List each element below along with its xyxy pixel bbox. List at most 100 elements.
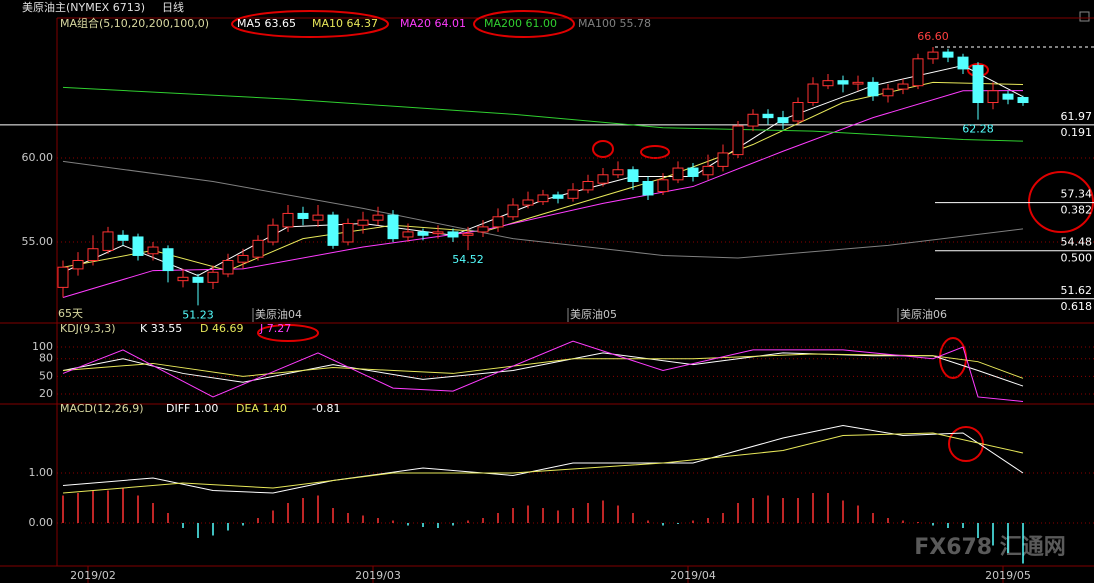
watermark: FX678 汇通网 <box>914 535 1066 560</box>
candle-body <box>282 212 294 228</box>
candle-body <box>372 214 384 221</box>
candle-body <box>717 152 729 167</box>
macd-value: -0.81 <box>312 402 340 415</box>
legend-title: KDJ(9,3,3) <box>60 322 116 335</box>
highlight <box>1028 171 1094 233</box>
candle-body <box>522 199 534 206</box>
candle-body <box>582 181 594 191</box>
price-annotation: 51.23 <box>182 308 214 321</box>
indicator-line <box>62 340 1024 402</box>
fib-ratio: 0.618 <box>1061 300 1093 313</box>
candle-body <box>417 231 429 236</box>
price-annotation: 54.52 <box>452 253 484 266</box>
candle-body <box>447 231 459 238</box>
indicator-line <box>62 81 1024 272</box>
candle-body <box>507 204 519 218</box>
candle-body <box>972 65 984 104</box>
indicator-line <box>62 352 1024 387</box>
candle-body <box>762 113 774 119</box>
candle-body <box>942 51 954 58</box>
y-tick-label: 60.00 <box>22 151 54 164</box>
candle-body <box>912 58 924 87</box>
candle-body <box>852 81 864 85</box>
candle-body <box>597 174 609 184</box>
y-tick-label: 80 <box>39 352 53 365</box>
y-tick-label: 1.00 <box>29 466 54 479</box>
y-tick-label: 100 <box>32 340 53 353</box>
candle-body <box>312 214 324 221</box>
price-annotation: 62.28 <box>962 123 994 136</box>
indicator-line <box>62 353 1024 379</box>
candle-body <box>102 231 114 251</box>
date-label: 2019/02 <box>70 569 116 582</box>
indicator-line <box>62 86 1024 142</box>
candle-body <box>867 81 879 97</box>
candle-body <box>237 254 249 263</box>
candle-body <box>822 80 834 87</box>
candle-body <box>57 266 69 288</box>
candle-body <box>897 83 909 90</box>
period: 日线 <box>162 0 184 14</box>
fib-ratio: 0.191 <box>1061 126 1093 139</box>
indicator-line <box>62 432 1024 494</box>
price-annotation: 66.60 <box>917 30 949 43</box>
fib-ratio: 0.382 <box>1061 204 1093 217</box>
legend-entry: DEA 1.40 <box>236 402 287 415</box>
candle-body <box>297 212 309 219</box>
candle-body <box>567 189 579 199</box>
legend-entry: K 33.55 <box>140 322 182 335</box>
candle-body <box>537 194 549 203</box>
fib-price: 54.48 <box>1061 236 1093 249</box>
legend-title: MACD(12,26,9) <box>60 402 144 415</box>
instrument-title: 美原油主(NYMEX 6713) <box>22 0 145 14</box>
fib-price: 61.97 <box>1061 110 1093 123</box>
candle-body <box>642 181 654 196</box>
fib-price: 57.34 <box>1061 188 1093 201</box>
candle-body <box>882 88 894 97</box>
indicator-line <box>62 160 1024 259</box>
candle-body <box>402 231 414 238</box>
candle-body <box>1002 93 1014 100</box>
date-label: 2019/04 <box>670 569 716 582</box>
candle-body <box>87 248 99 261</box>
y-tick-label: 0.00 <box>29 516 54 529</box>
candle-body <box>747 113 759 127</box>
title-bar <box>0 0 1094 18</box>
legend-entry: J 7.27 <box>259 322 291 335</box>
candle-body <box>207 271 219 283</box>
legend-entry: MA200 61.00 <box>484 17 557 30</box>
candle-body <box>627 169 639 183</box>
contract-label: 美原油06 <box>900 307 947 321</box>
legend-entry: MA20 64.01 <box>400 17 466 30</box>
candle-body <box>672 167 684 181</box>
candle-body <box>222 259 234 275</box>
candle-body <box>162 248 174 272</box>
highlight <box>231 10 389 38</box>
candle-body <box>252 239 264 258</box>
contract-label: 美原油05 <box>570 307 617 321</box>
fib-ratio: 0.500 <box>1061 252 1093 265</box>
day-count: 65天 <box>58 307 83 320</box>
highlight <box>592 140 614 158</box>
candle-body <box>192 276 204 283</box>
highlight <box>640 145 670 159</box>
candle-body <box>117 234 129 241</box>
indicator-line <box>62 65 1024 277</box>
candle-body <box>462 233 474 236</box>
candle-body <box>147 246 159 255</box>
close-button[interactable] <box>1079 11 1090 22</box>
candle-body <box>132 236 144 256</box>
candle-body <box>342 223 354 243</box>
legend-title: MA组合(5,10,20,200,100,0) <box>60 16 209 30</box>
highlight <box>473 10 575 38</box>
candle-body <box>327 214 339 246</box>
candle-body <box>267 224 279 243</box>
y-tick-label: 20 <box>39 387 53 400</box>
fib-price: 51.62 <box>1061 284 1093 297</box>
highlight <box>257 324 319 342</box>
legend-entry: MA5 63.65 <box>237 17 296 30</box>
candle-body <box>957 56 969 70</box>
candle-body <box>807 83 819 104</box>
legend-entry: DIFF 1.00 <box>166 402 218 415</box>
